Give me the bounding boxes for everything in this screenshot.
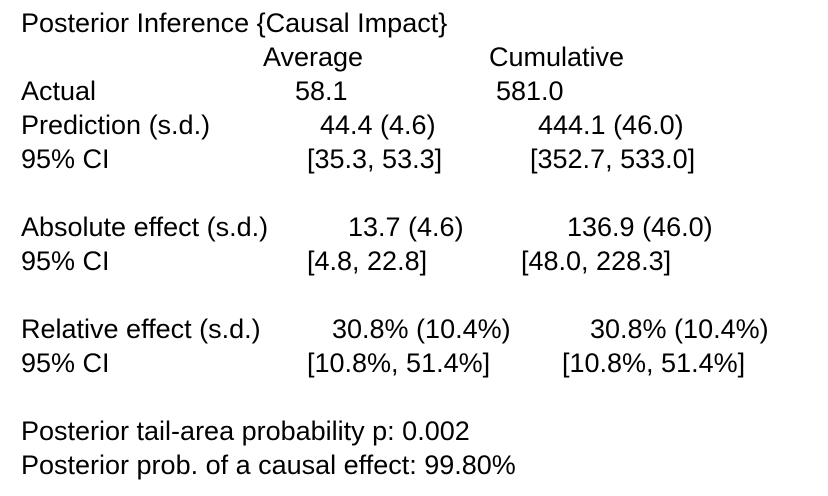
row-relative-effect-cumulative: 30.8% (10.4%) bbox=[590, 314, 769, 344]
header-cumulative: Cumulative bbox=[489, 42, 625, 72]
tail-area-probability: Posterior tail-area probability p: 0.002 bbox=[21, 416, 470, 446]
row-prediction-ci-label: 95% CI bbox=[21, 144, 110, 174]
row-absolute-ci-cumulative: [48.0, 228.3] bbox=[521, 246, 672, 276]
row-actual-cumulative: 581.0 bbox=[496, 76, 564, 106]
causal-effect-probability: Posterior prob. of a causal effect: 99.8… bbox=[21, 450, 516, 480]
row-relative-effect-average: 30.8% (10.4%) bbox=[332, 314, 511, 344]
header-average: Average bbox=[263, 42, 364, 72]
row-prediction-label: Prediction (s.d.) bbox=[21, 110, 211, 140]
row-prediction-cumulative: 444.1 (46.0) bbox=[538, 110, 684, 140]
row-absolute-effect-label: Absolute effect (s.d.) bbox=[21, 212, 269, 242]
row-absolute-effect-average: 13.7 (4.6) bbox=[348, 212, 464, 242]
row-absolute-ci-label: 95% CI bbox=[21, 246, 110, 276]
row-absolute-ci-average: [4.8, 22.8] bbox=[307, 246, 428, 276]
row-relative-ci-cumulative: [10.8%, 51.4%] bbox=[562, 348, 746, 378]
report-title: Posterior Inference {Causal Impact} bbox=[21, 8, 448, 38]
row-absolute-effect-cumulative: 136.9 (46.0) bbox=[567, 212, 713, 242]
row-actual-average: 58.1 bbox=[295, 76, 348, 106]
row-prediction-average: 44.4 (4.6) bbox=[320, 110, 436, 140]
row-relative-ci-label: 95% CI bbox=[21, 348, 110, 378]
row-prediction-ci-cumulative: [352.7, 533.0] bbox=[530, 144, 696, 174]
row-prediction-ci-average: [35.3, 53.3] bbox=[307, 144, 443, 174]
row-relative-effect-label: Relative effect (s.d.) bbox=[21, 314, 261, 344]
row-actual-label: Actual bbox=[21, 76, 97, 106]
row-relative-ci-average: [10.8%, 51.4%] bbox=[307, 348, 491, 378]
